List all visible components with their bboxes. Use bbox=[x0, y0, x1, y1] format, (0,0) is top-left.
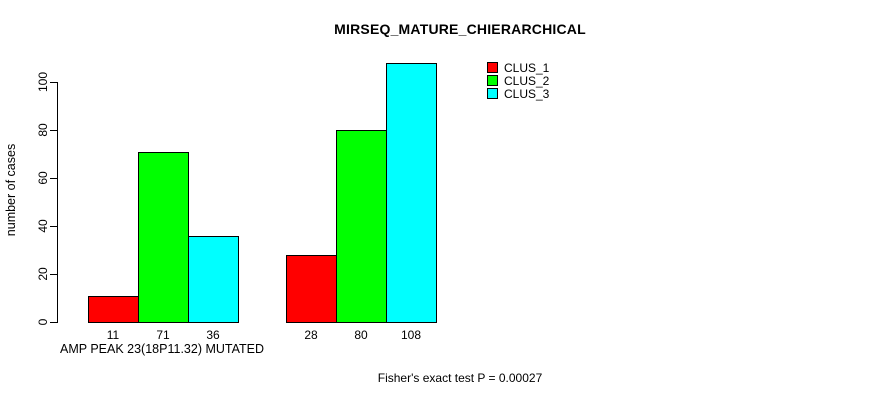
bar-clus_1-group1 bbox=[88, 296, 139, 323]
legend-swatch-icon bbox=[487, 62, 498, 73]
bar-clus_3-group2 bbox=[386, 63, 437, 323]
legend-label: CLUS_3 bbox=[504, 86, 550, 101]
y-tick-label: 100 bbox=[36, 71, 50, 93]
y-axis-line bbox=[57, 82, 58, 323]
y-tick-label: 40 bbox=[36, 219, 50, 233]
legend: CLUS_1 CLUS_2 CLUS_3 bbox=[487, 60, 550, 101]
y-tick-label: 0 bbox=[36, 318, 50, 326]
legend-label: CLUS_2 bbox=[504, 73, 550, 88]
y-tick bbox=[50, 322, 58, 323]
bar-clus_2-group1 bbox=[138, 152, 189, 323]
bar-value-label: 11 bbox=[106, 328, 120, 342]
legend-label: CLUS_1 bbox=[504, 60, 550, 75]
y-tick-label: 80 bbox=[36, 123, 50, 137]
bar-value-label: 28 bbox=[304, 328, 318, 342]
bar-value-label: 36 bbox=[206, 328, 220, 342]
y-tick-label: 20 bbox=[36, 267, 50, 281]
bar-value-label: 71 bbox=[156, 328, 170, 342]
legend-item-clus_1: CLUS_1 bbox=[487, 60, 550, 75]
bar-clus_2-group2 bbox=[336, 130, 387, 323]
y-tick bbox=[50, 274, 58, 275]
bar-value-label: 108 bbox=[400, 328, 422, 342]
bar-value-label: 80 bbox=[354, 328, 368, 342]
legend-swatch-icon bbox=[487, 88, 498, 99]
legend-swatch-icon bbox=[487, 75, 498, 86]
bar-clus_1-group2 bbox=[286, 255, 337, 323]
chart-title: MIRSEQ_MATURE_CHIERARCHICAL bbox=[334, 21, 586, 37]
y-tick-label: 60 bbox=[36, 171, 50, 185]
x-axis-label: AMP PEAK 23(18P11.32) MUTATED bbox=[60, 342, 265, 356]
y-tick bbox=[50, 226, 58, 227]
y-tick bbox=[50, 130, 58, 131]
y-tick bbox=[50, 82, 58, 83]
bar-clus_3-group1 bbox=[188, 236, 239, 323]
stat-annotation: Fisher's exact test P = 0.00027 bbox=[377, 371, 543, 385]
legend-item-clus_2: CLUS_2 bbox=[487, 73, 550, 88]
y-tick bbox=[50, 178, 58, 179]
legend-item-clus_3: CLUS_3 bbox=[487, 86, 550, 101]
